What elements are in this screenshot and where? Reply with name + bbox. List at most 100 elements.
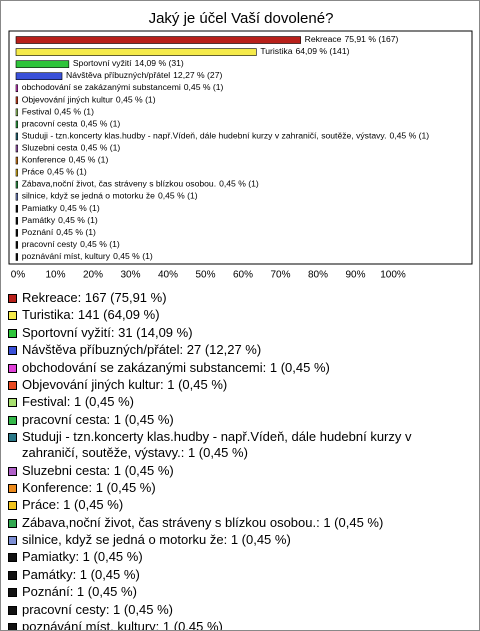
bar-value-label: 64,09 % (141): [295, 46, 349, 56]
legend-item: pracovní cesta: 1 (0,45 %): [7, 412, 427, 428]
x-tick-label: 30%: [120, 270, 140, 281]
legend-item: Sportovní vyžití: 31 (14,09 %): [7, 325, 427, 341]
plot-frame: [8, 30, 473, 265]
bar: [15, 241, 18, 249]
legend-swatch: [8, 623, 17, 630]
bar: [15, 60, 70, 68]
bar-label: Poznání 0,45 % (1): [22, 227, 96, 237]
bar-category: Sluzebni cesta: [22, 143, 78, 153]
bar-value-label: 0,45 % (1): [389, 131, 429, 141]
legend-swatch: [8, 380, 17, 390]
legend-item: Sluzebni cesta: 1 (0,45 %): [7, 463, 427, 479]
bar-category: pracovní cesty: [22, 239, 78, 249]
bar-value-label: 14,09 % (31): [135, 58, 184, 68]
bar-label: pracovní cesty 0,45 % (1): [22, 239, 120, 249]
bar: [15, 72, 63, 80]
bar-value-label: 0,45 % (1): [116, 95, 156, 105]
bar-label: Turistika 64,09 % (141): [260, 46, 349, 56]
chart-title: Jaký je účel Vaší dovolené?: [149, 10, 334, 27]
legend-label: Festival: 1 (0,45 %): [22, 394, 134, 410]
bar-label: silnice, když se jedná o motorku že 0,45 …: [22, 191, 198, 201]
legend-swatch: [8, 501, 17, 511]
legend-item: Konference: 1 (0,45 %): [7, 480, 427, 496]
legend-swatch: [8, 466, 17, 476]
x-tick-label: 100%: [380, 270, 406, 281]
x-tick-label: 80%: [308, 270, 328, 281]
x-tick-label: 90%: [345, 270, 365, 281]
legend-swatch: [8, 588, 17, 598]
legend-swatch: [8, 346, 17, 356]
legend-item: Rekreace: 167 (75,91 %): [7, 290, 427, 306]
bar-category: Památky: [22, 215, 56, 225]
legend-swatch: [8, 415, 17, 425]
x-tick-label: 0%: [11, 270, 26, 281]
legend-swatch: [8, 483, 17, 493]
legend-label: Zábava,noční život, čas stráveny s blízk…: [22, 514, 384, 530]
x-tick-label: 10%: [45, 270, 65, 281]
legend-item: Návštěva příbuzných/přátel: 27 (12,27 %): [7, 342, 427, 358]
bar-category: obchodování se zakázanými substancemi: [22, 83, 181, 93]
bar: [15, 108, 18, 117]
bar-value-label: 0,45 % (1): [60, 203, 100, 213]
legend: Rekreace: 167 (75,91 %) Turistika: 141 (6…: [7, 290, 427, 631]
legend-label: silnice, když se jedná o motorku že: 1 (…: [22, 532, 291, 548]
bar: [15, 144, 18, 153]
legend-label: poznávání míst, kultury: 1 (0,45 %): [22, 619, 223, 631]
legend-label: Práce: 1 (0,45 %): [22, 497, 124, 513]
bar-value-label: 0,45 % (1): [56, 227, 96, 237]
bar: [15, 192, 18, 201]
legend-item: Práce: 1 (0,45 %): [7, 497, 427, 513]
bar: [15, 120, 18, 129]
bar-category: silnice, když se jedná o motorku že: [22, 191, 155, 201]
bar-value-label: 0,45 % (1): [47, 167, 87, 177]
bar-label: pracovní cesta 0,45 % (1): [22, 119, 121, 129]
legend-label: Pamiatky: 1 (0,45 %): [22, 549, 143, 565]
bar-value-label: 12,27 % (27): [173, 70, 222, 80]
legend-swatch: [8, 433, 17, 443]
bar: [15, 217, 18, 225]
legend-label: Poznání: 1 (0,45 %): [22, 584, 137, 600]
chart: Jaký je účel Vaší dovolené? 0% 10% 20% 30% 4…: [8, 10, 473, 281]
bar-label: obchodování se zakázanými substancemi 0,4…: [22, 83, 224, 93]
bar-category: Rekreace: [305, 34, 342, 44]
bar-category: pracovní cesta: [22, 119, 78, 129]
bar-label: Sportovní vyžití 14,09 % (31): [73, 58, 184, 68]
bar-category: Práce: [22, 167, 45, 177]
legend-item: Turistika: 141 (64,09 %): [7, 307, 427, 323]
bar-value-label: 0,45 % (1): [81, 143, 121, 153]
legend-swatch: [8, 363, 17, 373]
bar-label: Festival 0,45 % (1): [22, 107, 94, 117]
legend-label: pracovní cesta: 1 (0,45 %): [22, 411, 174, 427]
legend-item: pracovní cesty: 1 (0,45 %): [7, 602, 427, 618]
legend-label: Turistika: 141 (64,09 %): [22, 307, 160, 323]
x-tick-label: 60%: [233, 270, 253, 281]
legend-item: silnice, když se jedná o motorku že: 1 (…: [7, 532, 427, 548]
bar-category: Návštěva příbuzných/přátel: [66, 70, 170, 80]
bar: [15, 168, 18, 177]
legend-item: obchodování se zakázanými substancemi: 1…: [7, 360, 427, 376]
legend-item: Poznání: 1 (0,45 %): [7, 584, 427, 600]
legend-item: Objevování jiných kultur: 1 (0,45 %): [7, 377, 427, 393]
legend-item: Zábava,noční život, čas stráveny s blízk…: [7, 515, 427, 531]
bar-label: Zábava,noční život, čas stráveny s blízk…: [22, 179, 259, 189]
bar-category: poznávání míst, kultury: [22, 251, 111, 261]
legend-label: Konference: 1 (0,45 %): [22, 479, 156, 495]
bar-category: Sportovní vyžití: [73, 58, 132, 68]
bar-label: Pamiatky 0,45 % (1): [22, 203, 100, 213]
legend-label: obchodování se zakázanými substancemi: 1…: [22, 359, 330, 375]
bar: [15, 156, 18, 165]
bar: [15, 204, 18, 213]
bar-category: Objevování jiných kultur: [22, 95, 113, 105]
legend-swatch: [8, 311, 17, 321]
bar: [15, 180, 18, 189]
legend-label: Sluzebni cesta: 1 (0,45 %): [22, 462, 174, 478]
bar-label: Památky 0,45 % (1): [22, 215, 98, 225]
bar-category: Konference: [22, 155, 66, 165]
legend-swatch: [8, 518, 17, 528]
bar: [15, 48, 257, 56]
bar-label: Rekreace 75,91 % (167): [305, 34, 399, 44]
bar-label: Studuji - tzn.koncerty klas.hudby - např…: [22, 131, 430, 141]
bar-value-label: 0,45 % (1): [184, 83, 224, 93]
legend-item: poznávání míst, kultury: 1 (0,45 %): [7, 619, 427, 631]
